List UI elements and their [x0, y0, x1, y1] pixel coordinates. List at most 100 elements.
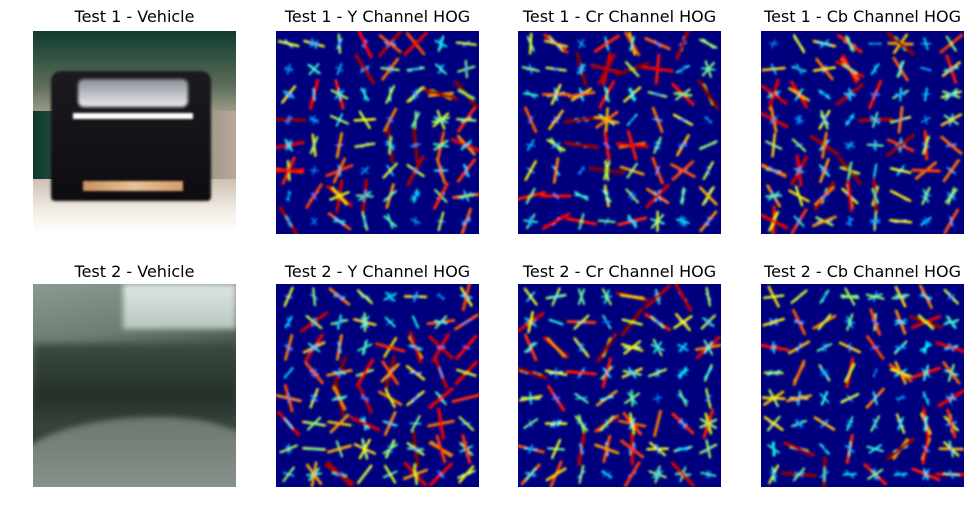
hog-gradient-stroke [579, 342, 584, 352]
hog-gradient-stroke [678, 389, 688, 407]
hog-gradient-stroke [790, 289, 808, 304]
hog-gradient-stroke [378, 34, 402, 54]
hog-gradient-stroke [671, 160, 695, 181]
hog-gradient-stroke [796, 217, 802, 226]
hog-gradient-stroke [461, 319, 471, 325]
hog-gradient-stroke [796, 342, 802, 353]
hog-gradient-stroke [842, 64, 857, 75]
hog-gradient-stroke [455, 41, 477, 46]
hog-gradient-stroke [765, 140, 783, 150]
hog-gradient-stroke [312, 317, 316, 327]
hog-gradient-stroke [524, 342, 538, 353]
vehicle-image [33, 284, 236, 487]
hog-gradient-stroke [919, 294, 933, 300]
hog-gradient-stroke [699, 38, 718, 49]
hog-gradient-stroke [602, 367, 612, 379]
hog-gradient-stroke [653, 409, 662, 438]
hog-gradient-stroke [891, 294, 910, 300]
hog-gradient-stroke [794, 66, 804, 72]
hog-gradient-stroke [410, 446, 422, 452]
hog-gradient-stroke [360, 316, 369, 328]
hog-gradient-stroke [282, 466, 295, 483]
hog-gradient-stroke [287, 317, 290, 327]
hog-gradient-stroke [387, 444, 394, 454]
hog-gradient-stroke [940, 135, 963, 155]
hog-gradient-stroke [772, 341, 775, 354]
hog-gradient-stroke [697, 79, 720, 110]
hog-gradient-stroke [545, 467, 567, 482]
hog-gradient-stroke [621, 343, 644, 352]
hog-gradient-stroke [285, 139, 293, 151]
hog-gradient-stroke [552, 157, 560, 184]
hog-gradient-stroke [868, 444, 882, 454]
hog-gradient-stroke [656, 443, 660, 455]
hog-gradient-stroke [889, 167, 912, 174]
hog-gradient-stroke [309, 169, 319, 172]
hog-gradient-stroke [461, 219, 472, 223]
hog-gradient-stroke [553, 419, 559, 429]
hog-gradient-stroke [578, 464, 585, 484]
hog-gradient-stroke [335, 132, 344, 159]
hog-gradient-stroke [847, 161, 853, 180]
hog-gradient-stroke [578, 212, 585, 230]
hog-gradient-stroke [577, 414, 585, 433]
panel-title: Test 2 - Vehicle [74, 262, 195, 281]
hog-gradient-stroke [677, 368, 689, 377]
hog-gradient-stroke [335, 113, 344, 127]
hog-gradient-stroke [383, 464, 397, 484]
hog-gradient-stroke [870, 63, 880, 75]
hog-gradient-stroke [844, 363, 856, 383]
hog-gradient-stroke [872, 418, 878, 429]
hog-gradient-stroke [765, 194, 783, 198]
hog-gradient-stroke [383, 190, 397, 202]
hog-gradient-stroke [310, 217, 318, 225]
hog-image [761, 284, 964, 487]
hog-gradient-stroke [311, 38, 318, 50]
hog-gradient-stroke [704, 218, 713, 225]
hog-gradient-stroke [629, 36, 636, 52]
hog-gradient-stroke [946, 66, 957, 72]
hog-gradient-stroke [310, 192, 318, 200]
hog-gradient-stroke [628, 115, 636, 124]
hog-gradient-stroke [768, 389, 779, 408]
hog-gradient-stroke [375, 342, 406, 353]
hog-gradient-stroke [676, 447, 690, 451]
hog-gradient-stroke [577, 288, 586, 305]
hog-gradient-stroke [761, 213, 789, 230]
hog-gradient-stroke [327, 444, 352, 454]
hog-gradient-stroke [356, 289, 373, 305]
hog-gradient-stroke [279, 444, 298, 454]
hog-gradient-stroke [949, 469, 954, 480]
hog-gradient-stroke [521, 66, 540, 73]
hog-gradient-stroke [524, 160, 537, 181]
hog-gradient-stroke [414, 88, 418, 100]
hog-gradient-stroke [436, 294, 446, 299]
hog-gradient-stroke [337, 39, 342, 49]
hog-gradient-stroke [946, 408, 957, 439]
hog-gradient-stroke [335, 471, 344, 477]
hog-gradient-stroke [411, 371, 421, 374]
hog-gradient-stroke [541, 212, 571, 230]
hog-image [518, 31, 721, 234]
hog-gradient-stroke [437, 211, 445, 232]
hog-gradient-stroke [437, 37, 445, 51]
hog-gradient-stroke [886, 437, 915, 461]
hog-gradient-stroke [681, 215, 685, 227]
hog-gradient-stroke [911, 168, 941, 173]
hog-gradient-stroke [812, 215, 837, 228]
hog-gradient-stroke [870, 42, 880, 45]
hog-gradient-stroke [457, 89, 476, 100]
hog-gradient-stroke [434, 63, 447, 75]
hog-gradient-stroke [458, 416, 475, 431]
panel-title: Test 1 - Vehicle [74, 7, 195, 26]
hog-gradient-stroke [433, 182, 449, 210]
hog-gradient-stroke [628, 88, 637, 101]
hog-gradient-stroke [822, 291, 827, 303]
hog-gradient-stroke [284, 344, 293, 351]
hog-gradient-stroke [523, 287, 538, 306]
hog-gradient-stroke [334, 294, 345, 299]
hog-gradient-stroke [895, 345, 906, 349]
hog-gradient-stroke [433, 116, 449, 124]
hog-gradient-stroke [763, 416, 784, 431]
hog-gradient-stroke [578, 443, 585, 455]
